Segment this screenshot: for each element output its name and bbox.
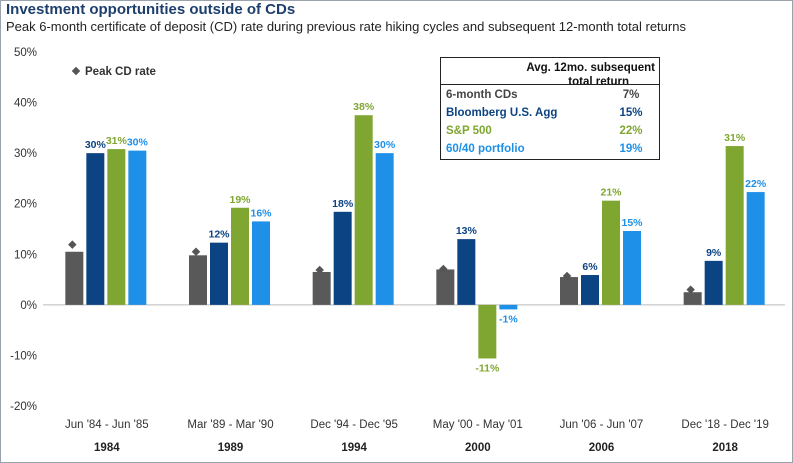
- peak-cd-marker: [68, 240, 77, 249]
- bar-cds: [65, 251, 84, 305]
- data-label-agg: 9%: [706, 247, 722, 259]
- data-label-portfolio: 30%: [127, 137, 149, 149]
- bar-portfolio: [623, 231, 641, 305]
- legend-divider: [441, 84, 659, 85]
- peak-cd-marker: [191, 247, 201, 256]
- y-tick-label: 10%: [14, 249, 37, 261]
- x-tick-label: Jun '06 - Jun '07: [560, 419, 644, 431]
- legend-row-value: 15%: [619, 107, 643, 119]
- legend-row-cds: 6-month CDs 7%: [446, 89, 656, 106]
- data-label-agg: 30%: [85, 139, 107, 151]
- legend-row-name: 60/40 portfolio: [446, 143, 525, 155]
- legend-header-line2: total return: [568, 76, 629, 88]
- data-label-agg: 12%: [208, 229, 230, 241]
- data-label-sp500: 38%: [353, 101, 375, 113]
- x-category-year: 1989: [218, 442, 244, 454]
- x-category-year: 2006: [589, 442, 615, 454]
- y-tick-label: 40%: [14, 98, 37, 110]
- x-tick-label: May '00 - May '01: [433, 419, 523, 431]
- bar-cds: [560, 277, 578, 305]
- bar-portfolio: [499, 304, 518, 310]
- bar-portfolio: [128, 150, 147, 305]
- bar-agg: [704, 260, 723, 305]
- bar-sp500: [602, 200, 620, 305]
- data-label-portfolio: -1%: [499, 313, 518, 325]
- y-tick-label: 50%: [14, 47, 37, 59]
- bar-agg: [333, 211, 352, 305]
- x-category-year: 2000: [465, 442, 491, 454]
- data-label-agg: 13%: [456, 225, 478, 237]
- legend-row-name: S&P 500: [446, 125, 492, 137]
- data-label-portfolio: 30%: [374, 139, 396, 151]
- peak-cd-marker: [315, 265, 324, 275]
- bar-portfolio: [375, 153, 394, 305]
- bar-cds: [312, 271, 331, 305]
- chart-subtitle: Peak 6-month certificate of deposit (CD)…: [6, 19, 686, 34]
- bar-sp500: [478, 304, 497, 359]
- data-label-portfolio: 15%: [621, 217, 643, 229]
- data-label-agg: 6%: [582, 261, 598, 273]
- legend-header-line1: Avg. 12mo. subsequent: [526, 62, 655, 74]
- data-label-sp500: 31%: [724, 132, 746, 144]
- data-label-sp500: 31%: [106, 135, 128, 147]
- bar-portfolio: [252, 221, 270, 305]
- peak-cd-legend-label: Peak CD rate: [85, 66, 156, 78]
- legend-row-value: 22%: [619, 125, 643, 137]
- x-tick-label: Dec '18 - Dec '19: [681, 419, 769, 431]
- data-label-sp500: 19%: [229, 194, 251, 206]
- peak-cd-marker: [562, 271, 572, 281]
- x-tick-label: Jun '84 - Jun '85: [65, 419, 149, 431]
- bar-agg: [86, 153, 105, 305]
- x-category-year: 1984: [94, 442, 120, 454]
- x-category-year: 2018: [712, 442, 738, 454]
- y-tick-label: 30%: [14, 148, 37, 160]
- legend-row-agg: Bloomberg U.S. Agg 15%: [446, 107, 656, 124]
- bar-agg: [457, 239, 476, 305]
- y-tick-label: 0%: [20, 300, 37, 312]
- x-category-year: 1994: [341, 442, 367, 454]
- legend-row-value: 7%: [622, 89, 640, 101]
- bar-cds: [189, 255, 207, 305]
- y-tick-label: -20%: [10, 401, 37, 413]
- diamond-icon: [71, 66, 81, 76]
- y-tick-label: -10%: [10, 350, 37, 362]
- bar-cds: [683, 292, 702, 305]
- bar-agg: [581, 275, 599, 305]
- legend-row-portfolio: 60/40 portfolio 19%: [446, 143, 656, 160]
- peak-cd-legend: Peak CD rate: [71, 66, 156, 78]
- data-label-sp500: -11%: [475, 362, 500, 374]
- legend-row-name: Bloomberg U.S. Agg: [446, 107, 558, 119]
- legend-row-value: 19%: [619, 143, 643, 155]
- x-tick-label: Dec '94 - Dec '95: [310, 419, 398, 431]
- data-label-portfolio: 22%: [745, 178, 767, 190]
- data-label-agg: 18%: [332, 198, 354, 210]
- bar-sp500: [107, 149, 126, 305]
- legend-header: Avg. 12mo. subsequent total return: [441, 61, 655, 89]
- legend-row-sp500: S&P 500 22%: [446, 125, 656, 142]
- peak-cd-marker: [686, 285, 695, 294]
- bar-agg: [210, 242, 228, 305]
- data-label-portfolio: 16%: [250, 207, 272, 219]
- x-tick-label: Mar '89 - Mar '90: [187, 419, 273, 431]
- bar-sp500: [354, 115, 373, 305]
- bar-sp500: [231, 207, 249, 305]
- legend-row-name: 6-month CDs: [446, 89, 518, 101]
- y-tick-label: 20%: [14, 199, 37, 211]
- returns-legend-table: Avg. 12mo. subsequent total return 6-mon…: [440, 57, 660, 160]
- data-label-sp500: 21%: [600, 187, 622, 199]
- chart-title: Investment opportunities outside of CDs: [6, 1, 296, 18]
- bar-cds: [436, 269, 455, 305]
- bar-sp500: [725, 146, 744, 305]
- peak-cd-marker: [439, 264, 448, 274]
- bar-portfolio: [746, 192, 765, 305]
